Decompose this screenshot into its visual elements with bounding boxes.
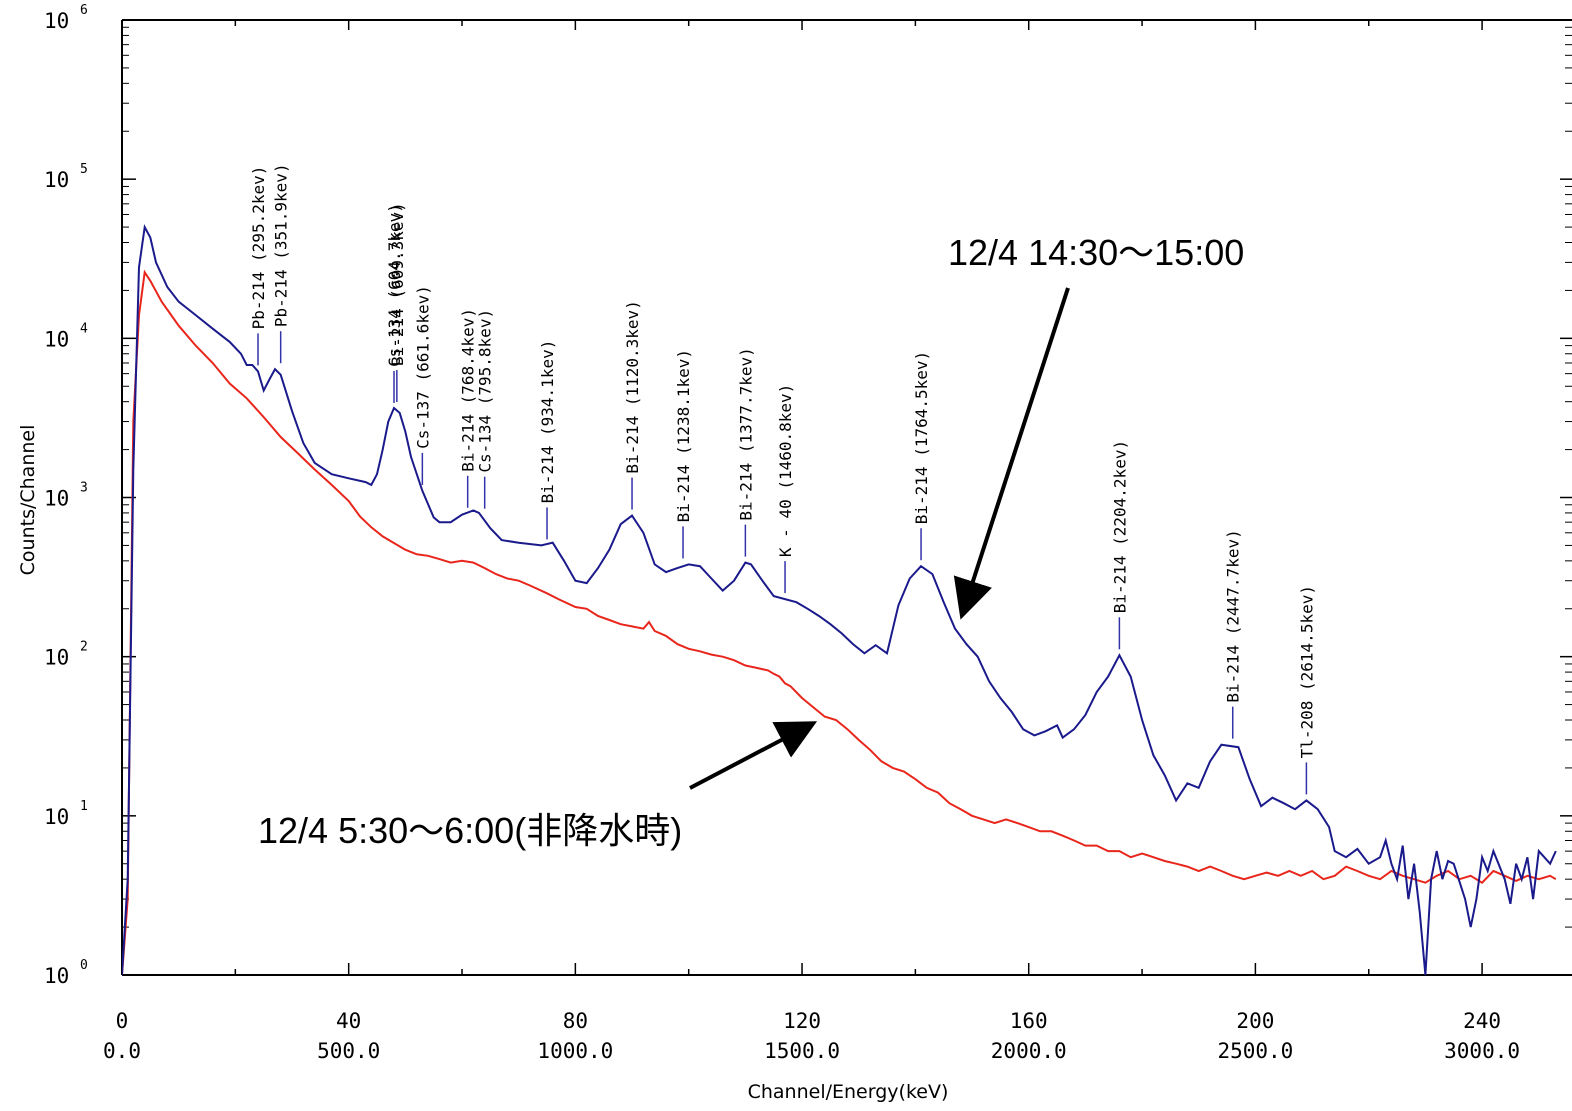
peak-label: Bi-214 (1120.3kev) bbox=[623, 300, 642, 473]
x-tick-energy-label: 2500.0 bbox=[1217, 1039, 1293, 1063]
y-tick-exponent: 6 bbox=[80, 3, 88, 18]
peak-label: Bi-214 (1764.5kev) bbox=[912, 351, 931, 524]
annotation-blue-series: 12/4 14:30〜15:00 bbox=[948, 232, 1244, 273]
y-tick-label: 10 bbox=[44, 805, 69, 829]
x-tick-channel-label: 200 bbox=[1236, 1009, 1274, 1033]
y-tick-label: 10 bbox=[44, 9, 69, 33]
y-tick-label: 10 bbox=[44, 964, 69, 988]
y-tick-label: 10 bbox=[44, 168, 69, 192]
series-line-blue bbox=[122, 223, 1557, 976]
x-tick-channel-label: 40 bbox=[336, 1009, 361, 1033]
x-tick-channel-label: 120 bbox=[783, 1009, 821, 1033]
x-tick-channel-label: 80 bbox=[563, 1009, 588, 1033]
peak-label: Bi-214 (1238.1kev) bbox=[674, 349, 693, 522]
x-tick-channel-label: 240 bbox=[1463, 1009, 1501, 1033]
y-axis: 10 0 10 1 10 2 10 3 10 4 10 5 10 6 bbox=[44, 3, 1572, 988]
peak-label: Bi-214 (768.4kev) bbox=[459, 308, 478, 472]
annotation-arrow-blue bbox=[953, 287, 1070, 620]
y-tick-exponent: 5 bbox=[80, 162, 88, 177]
x-tick-energy-label: 0.0 bbox=[103, 1039, 141, 1063]
peak-label: Tl-208 (2614.5kev) bbox=[1297, 585, 1316, 758]
x-tick-channel-label: 0 bbox=[116, 1009, 129, 1033]
peak-label: Pb-214 (295.2kev) bbox=[249, 166, 268, 330]
y-tick-label: 10 bbox=[44, 646, 69, 670]
peak-label: Bi-214 (1377.7kev) bbox=[736, 347, 755, 520]
peak-label: Cs-134 (795.8kev) bbox=[476, 309, 495, 473]
x-tick-energy-label: 2000.0 bbox=[991, 1039, 1067, 1063]
y-tick-exponent: 0 bbox=[80, 958, 88, 973]
annotation-red-series: 12/4 5:30〜6:00(非降水時) bbox=[258, 810, 682, 851]
peak-label: K - 40 (1460.8kev) bbox=[776, 384, 795, 557]
annotations: 12/4 14:30〜15:00 12/4 5:30〜6:00(非降水時) bbox=[258, 232, 1244, 851]
peak-label: Pb-214 (351.9kev) bbox=[272, 163, 291, 327]
x-tick-energy-label: 3000.0 bbox=[1444, 1039, 1520, 1063]
y-axis-title: Counts/Channel bbox=[17, 425, 39, 576]
y-tick-exponent: 1 bbox=[80, 799, 88, 814]
peak-label: Bi-214 (2204.2kev) bbox=[1110, 440, 1129, 613]
series-layer bbox=[122, 223, 1557, 976]
peak-label: Cs-137 (661.6kev) bbox=[413, 285, 432, 449]
x-axis: 0 0.0 40 500.0 80 1000.0 120 1500.0 160 2000.0 200… bbox=[103, 20, 1520, 1063]
x-tick-energy-label: 500.0 bbox=[317, 1039, 380, 1063]
y-tick-exponent: 3 bbox=[80, 481, 88, 496]
annotation-arrow-red bbox=[689, 721, 818, 790]
x-tick-channel-label: 160 bbox=[1010, 1009, 1048, 1033]
peak-labels: Pb-214 (295.2kev) Pb-214 (351.9kev) Bi-214… bbox=[249, 163, 1316, 795]
x-tick-energy-label: 1000.0 bbox=[537, 1039, 613, 1063]
x-tick-energy-label: 1500.0 bbox=[764, 1039, 840, 1063]
x-axis-title: Channel/Energy(keV) bbox=[748, 1081, 949, 1103]
y-tick-label: 10 bbox=[44, 327, 69, 351]
y-tick-exponent: 2 bbox=[80, 640, 88, 655]
y-tick-exponent: 4 bbox=[80, 321, 88, 336]
y-tick-label: 10 bbox=[44, 487, 69, 511]
series-line-red bbox=[122, 269, 1557, 976]
peak-label: Bi-214 (934.1kev) bbox=[538, 340, 557, 504]
peak-label: Bi-214 (2447.7kev) bbox=[1224, 529, 1243, 702]
peak-label: Cs-134 (604.7kev) bbox=[385, 203, 404, 367]
peak-label: Bi-214 (609.3kev) bbox=[388, 202, 407, 366]
